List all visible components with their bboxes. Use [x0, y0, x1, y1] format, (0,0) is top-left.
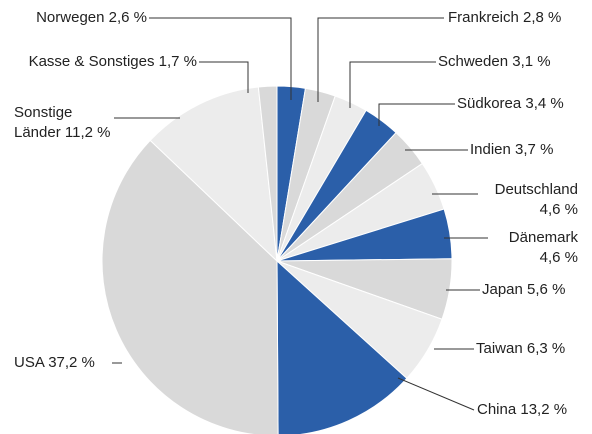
leader-line	[317, 17, 444, 102]
slice-label: Sonstige Länder 11,2 %	[14, 103, 114, 143]
category-name: Norwegen	[36, 9, 105, 26]
slice-label: Taiwan 6,3 %	[476, 339, 566, 359]
category-name: Taiwan	[476, 340, 523, 357]
category-name: Kasse & Sonstiges	[28, 53, 155, 70]
value-label: 1,7 %	[158, 53, 197, 70]
slice-label: China 13,2 %	[477, 400, 568, 420]
category-name: Indien	[470, 141, 511, 158]
pie-slice	[257, 85, 278, 262]
category-name: Japan	[482, 281, 523, 298]
pie-slice	[149, 86, 278, 263]
category-name: Frankreich	[448, 9, 519, 26]
category-name: Schweden	[438, 53, 509, 70]
slice-label: Kasse & Sonstiges 1,7 %	[28, 52, 197, 72]
slice-label: Südkorea 3,4 %	[457, 94, 564, 114]
value-label: 6,3 %	[526, 340, 566, 357]
value-label: 2,6 %	[108, 9, 147, 26]
slice-label: Indien 3,7 %	[470, 140, 554, 160]
slice-label: Norwegen 2,6 %	[36, 8, 147, 28]
value-label: 5,6 %	[527, 281, 566, 298]
value-label: 4,6 %	[539, 249, 578, 266]
category-name: Sonstige Länder	[14, 104, 73, 141]
leader-line	[378, 103, 455, 126]
category-name: Deutschland	[494, 181, 578, 198]
value-label: 3,7 %	[515, 141, 554, 158]
category-name: China	[477, 401, 517, 418]
category-name: Dänemark	[508, 229, 578, 246]
pie-slice	[101, 139, 279, 434]
value-label: 4,6 %	[539, 201, 578, 218]
category-name: USA	[14, 354, 45, 371]
slice-label: Japan 5,6 %	[482, 280, 566, 300]
value-label: 13,2 %	[520, 401, 568, 418]
slice-label: USA 37,2 %	[14, 353, 95, 373]
pie-slice	[276, 259, 408, 434]
leader-lines	[102, 17, 490, 411]
slice-label: Frankreich 2,8 %	[448, 8, 562, 28]
value-label: 3,4 %	[525, 95, 564, 112]
slice-label: Dänemark 4,6 %	[488, 228, 578, 268]
slice-label: Schweden 3,1 %	[438, 52, 551, 72]
leader-line	[149, 17, 292, 100]
leader-line	[397, 377, 475, 411]
value-label: 3,1 %	[512, 53, 551, 70]
slice-label: Deutschland 4,6 %	[478, 180, 578, 220]
category-name: Südkorea	[457, 95, 522, 112]
value-label: 2,8 %	[523, 9, 562, 26]
value-label: 37,2 %	[48, 354, 95, 371]
leader-line	[349, 61, 436, 108]
leader-line	[199, 61, 249, 93]
value-label: 11,2 %	[64, 124, 111, 141]
